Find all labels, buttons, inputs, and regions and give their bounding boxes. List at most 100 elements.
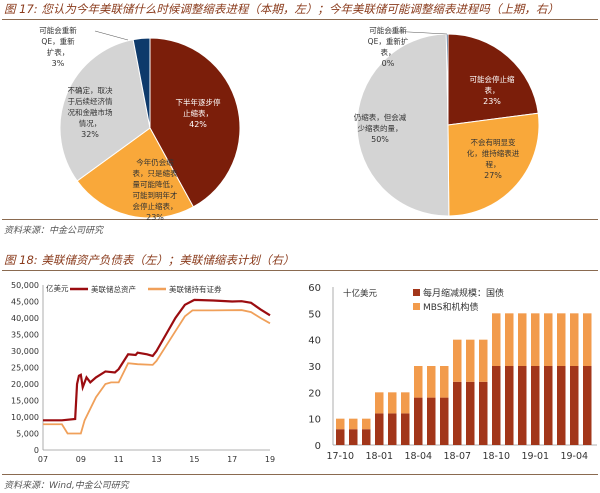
pie-slice-label: 量可能降低， [133, 179, 178, 189]
pie-slice [149, 37, 241, 208]
pie-slice-label: 会停止缩表， [133, 201, 178, 211]
x-tick-label: 13 [151, 455, 161, 464]
y-tick-label: 40,000 [11, 314, 39, 323]
legend-label: 美联储持有证券 [169, 284, 222, 294]
bar-segment [570, 313, 579, 366]
bar-segment [440, 397, 449, 445]
x-tick-label: 09 [76, 455, 86, 464]
bar-segment [362, 429, 371, 445]
bar-segment [544, 366, 553, 445]
y-tick-label: 50,000 [11, 281, 39, 290]
pie-slice [76, 127, 195, 219]
pie-slice [447, 33, 539, 126]
y-axis-unit: 十亿美元 [343, 288, 378, 299]
x-tick-label: 18-04 [404, 451, 432, 462]
divider [2, 474, 598, 475]
x-tick-label: 17-10 [326, 451, 354, 462]
bar-segment [466, 381, 475, 445]
pie-slice-label: 不会有明显变 [471, 137, 516, 147]
y-tick-label: 20,000 [11, 380, 39, 389]
bar-segment [531, 366, 540, 445]
bar-segment [492, 313, 501, 366]
figure-18-title: 图 18: 美联储资产负债表（左）；美联储缩表计划（右） [4, 253, 295, 267]
bar-segment [336, 418, 345, 430]
pie-slice-percent: 3% [52, 59, 65, 68]
pie-slice-label: 表，只是缩表 [133, 168, 178, 178]
bar-segment [518, 313, 527, 366]
pie-slice-percent: 42% [189, 120, 207, 129]
y-tick-label: 30,000 [11, 347, 39, 356]
y-tick-label: 15,000 [11, 397, 39, 406]
leader-line [94, 30, 129, 41]
bar-segment [583, 313, 592, 366]
pie-slice-percent: 0% [382, 59, 395, 68]
divider [2, 219, 598, 220]
line-series [43, 298, 271, 422]
x-tick-label: 15 [189, 455, 199, 464]
x-tick-label: 19-04 [560, 451, 588, 462]
bar-segment [440, 366, 449, 398]
pie-slice-percent: 32% [81, 130, 99, 139]
bar-segment [362, 418, 371, 430]
y-tick-label: 20 [308, 388, 321, 399]
pie-slice-label: 可能到明年才 [133, 190, 178, 200]
bar-segment [401, 392, 410, 414]
pie-slice [59, 39, 151, 182]
y-tick-label: 10 [308, 415, 321, 426]
legend-label: 每月缩减规模：国债 [423, 287, 504, 299]
pie-slice-label: 表， [485, 85, 500, 95]
pie-slice-label: 止缩表， [183, 108, 213, 118]
bar-segment [570, 366, 579, 445]
pie-slice-percent: 27% [484, 171, 502, 180]
divider [2, 270, 598, 271]
bar-segment [505, 366, 514, 445]
y-tick-label: 30 [308, 362, 321, 373]
bar-segment [375, 392, 384, 414]
pie-slice-label: 今年仍会缩 [136, 157, 174, 167]
bar-segment [453, 339, 462, 382]
bar-segment [401, 413, 410, 445]
y-tick-label: 0 [34, 446, 39, 455]
y-tick-label: 10,000 [11, 413, 39, 422]
bar-segment [427, 397, 436, 445]
pie-slice-label: 仍缩表，但会减 [354, 112, 407, 122]
pie-slice-percent: 23% [146, 213, 164, 222]
y-tick-label: 60 [308, 283, 321, 294]
legend-swatch [413, 303, 420, 310]
figure-17-title: 图 17: 您认为今年美联储什么时候调整缩表进程（本期，左）；今年美联储可能调整… [4, 2, 559, 16]
pie-slice-label: 少缩表的量， [358, 123, 403, 133]
pie-slice-label: 化，维持缩表进 [467, 148, 520, 158]
legend-label: MBS和机构债 [423, 301, 479, 313]
x-tick-label: 17 [227, 455, 237, 464]
bar-segment [388, 413, 397, 445]
x-tick-label: 11 [114, 455, 124, 464]
bar-segment [466, 339, 475, 382]
x-tick-label: 19-01 [521, 451, 549, 462]
y-tick-label: 40 [308, 336, 321, 347]
pie-slice-label: 不确定，取决 [68, 85, 113, 95]
bar-segment [414, 397, 423, 445]
pie-slice [356, 33, 450, 217]
bar-segment [336, 429, 345, 445]
bar-segment [492, 366, 501, 445]
bar-segment [531, 313, 540, 366]
figure-17-source: 资料来源：中金公司研究 [4, 226, 104, 236]
y-tick-label: 50 [308, 309, 321, 320]
x-tick-label: 18-10 [482, 451, 510, 462]
bar-segment [479, 339, 488, 382]
bar-segment [479, 381, 488, 445]
pie-slice-label: 于后续经济情 [68, 96, 113, 106]
pie-slice-percent: 23% [483, 97, 501, 106]
pie-slice-label: QE，重新扩 [368, 36, 409, 46]
pie-slice-label: 可能会重新 [39, 25, 77, 35]
pie-slice-label: 可能会重新 [369, 25, 407, 35]
y-tick-label: 0 [315, 441, 321, 452]
line-series [43, 309, 271, 435]
y-tick-label: 25,000 [11, 364, 39, 373]
bar-segment [453, 381, 462, 445]
legend-swatch [413, 289, 420, 296]
y-tick-label: 5,000 [16, 430, 39, 439]
divider [2, 19, 598, 20]
bar-segment [557, 313, 566, 366]
bar-segment [505, 313, 514, 366]
